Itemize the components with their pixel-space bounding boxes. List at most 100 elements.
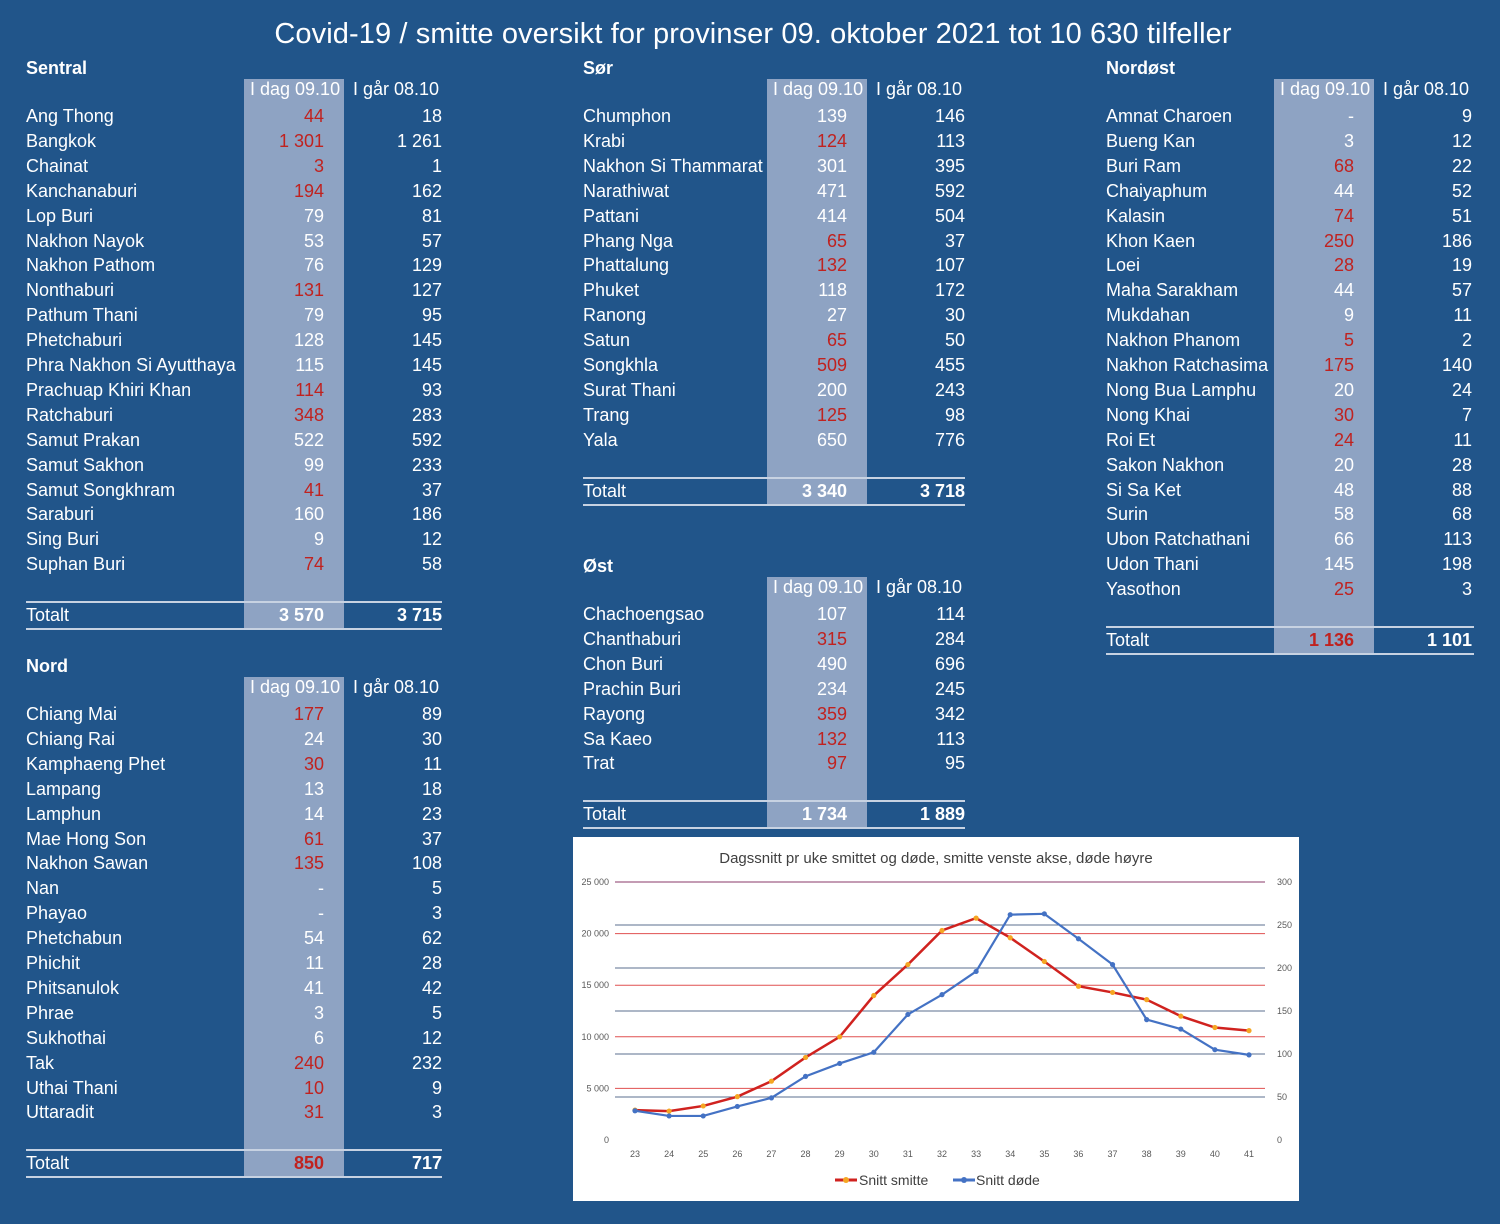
y-left-tick-label: 15 000 (581, 980, 609, 990)
data-point-dode (1007, 912, 1013, 918)
cases-yesterday: 114 (936, 604, 965, 624)
province-name: Samut Songkhram (26, 479, 176, 500)
cases-yesterday: 3 (431, 1102, 442, 1123)
province-name: Ranong (583, 305, 647, 326)
cases-today: 30 (303, 753, 324, 774)
province-name: Ratchaburi (26, 404, 114, 425)
x-tick-label: 34 (1005, 1149, 1015, 1159)
province-name: Uttaradit (26, 1102, 95, 1123)
cases-today: 74 (303, 554, 324, 575)
cases-yesterday: 68 (1451, 504, 1472, 525)
province-row: Prachin Buri 234 245 (583, 679, 965, 704)
province-row: Uthai Thani 10 9 (26, 1078, 442, 1103)
province-row: Saraburi 160 186 (26, 504, 442, 529)
page-title: Covid-19 / smitte oversikt for provinser… (274, 18, 1232, 50)
cases-today: 348 (293, 404, 324, 425)
cases-today: 509 (816, 355, 847, 375)
column-header-today: I dag 09.10 (1280, 79, 1371, 99)
province-name: Nan (26, 878, 60, 899)
province-name: Pattani (583, 205, 640, 226)
cases-yesterday: 146 (934, 106, 965, 126)
province-name: Kalasin (1106, 205, 1166, 226)
total-yesterday: 3 715 (396, 605, 442, 625)
data-point-smitte (700, 1103, 706, 1109)
cases-yesterday: 5 (431, 878, 442, 899)
cases-yesterday: 245 (934, 678, 965, 699)
total-row: Totalt 1 136 1 101 (1106, 625, 1474, 653)
cases-today: 115 (295, 355, 324, 375)
data-point-dode (1144, 1017, 1150, 1023)
data-point-smitte (1246, 1028, 1252, 1034)
province-row: Ubon Ratchathani 66 113 (1106, 529, 1474, 554)
cases-yesterday: 284 (934, 628, 965, 649)
chart-legend: Snitt smitte Snitt døde (835, 1172, 1040, 1188)
cases-yesterday: 24 (1451, 379, 1472, 400)
region-title: Sentral (26, 58, 88, 78)
province-row: Sa Kaeo 132 113 (583, 729, 965, 754)
province-row: Ranong 27 30 (583, 305, 965, 330)
cases-yesterday: 9 (431, 1077, 442, 1098)
province-row: Nan - 5 (26, 878, 442, 903)
province-name: Chiang Rai (26, 728, 116, 749)
cases-yesterday: 696 (934, 653, 965, 674)
cases-today: 124 (816, 130, 847, 151)
province-name: Sakon Nakhon (1106, 454, 1225, 475)
province-name: Chumphon (583, 106, 672, 126)
province-row: Nakhon Nayok 53 57 (26, 231, 442, 256)
cases-today: 65 (826, 230, 847, 251)
x-tick-label: 26 (732, 1149, 742, 1159)
province-name: Loei (1106, 255, 1141, 276)
province-name: Nong Bua Lamphu (1106, 379, 1257, 400)
province-name: Udon Thani (1106, 554, 1199, 575)
province-row: Trat 97 95 (583, 753, 965, 778)
cases-today: 175 (1323, 355, 1354, 375)
cases-today: 53 (303, 230, 324, 251)
province-name: Khon Kaen (1106, 230, 1196, 251)
cases-today: 6 (313, 1027, 324, 1048)
province-row: Bangkok 1 301 1 261 (26, 131, 442, 156)
province-row: Mae Hong Son 61 37 (26, 829, 442, 854)
province-name: Mukdahan (1106, 305, 1191, 326)
cases-today: 99 (303, 454, 324, 475)
province-row: Yala 650 776 (583, 430, 965, 455)
province-name: Saraburi (26, 504, 95, 525)
province-name: Sa Kaeo (583, 728, 653, 749)
province-row: Chiang Mai 177 89 (26, 704, 442, 729)
data-point-smitte (802, 1054, 809, 1061)
province-row: Roi Et 24 11 (1106, 430, 1474, 455)
column-header-yesterday: I går 08.10 (876, 577, 963, 597)
data-point-smitte (1041, 958, 1047, 965)
data-point-smitte (939, 927, 945, 934)
province-row: Surin 58 68 (1106, 504, 1474, 529)
cases-yesterday: 243 (934, 379, 965, 400)
total-underline (583, 827, 965, 830)
province-row: Bueng Kan 3 12 (1106, 131, 1474, 156)
province-row: Loei 28 19 (1106, 255, 1474, 280)
province-row: Phang Nga 65 37 (583, 231, 965, 256)
province-row: Samut Prakan 522 592 (26, 430, 442, 455)
province-row: Lop Buri 79 81 (26, 206, 442, 231)
total-underline (26, 1176, 442, 1179)
cases-today: 20 (1333, 454, 1354, 475)
total-yesterday: 3 718 (919, 480, 965, 501)
data-point-smitte (1007, 935, 1013, 941)
line-chart: Dagssnitt pr uke smittet og døde, smitte… (581, 850, 1292, 1188)
total-yesterday: 717 (411, 1153, 442, 1174)
province-name: Lamphun (26, 803, 102, 824)
province-name: Lampang (26, 778, 102, 799)
cases-today: 58 (1333, 504, 1354, 525)
cases-today: - (318, 878, 324, 899)
cases-yesterday: 186 (1441, 230, 1472, 251)
province-name: Kanchanaburi (26, 180, 138, 201)
province-name: Tak (26, 1052, 55, 1073)
province-row: Phra Nakhon Si Ayutthaya 115 145 (26, 355, 442, 380)
province-row: Phitsanulok 41 42 (26, 978, 442, 1003)
data-point-smitte (1075, 983, 1082, 989)
legend-dode-marker (961, 1177, 967, 1183)
province-row: Mukdahan 9 11 (1106, 305, 1474, 330)
data-point-smitte (768, 1078, 775, 1084)
province-row: Rayong 359 342 (583, 704, 965, 729)
x-tick-label: 41 (1244, 1149, 1254, 1159)
province-row: Phetchabun 54 62 (26, 928, 442, 953)
province-name: Samut Prakan (26, 429, 141, 450)
